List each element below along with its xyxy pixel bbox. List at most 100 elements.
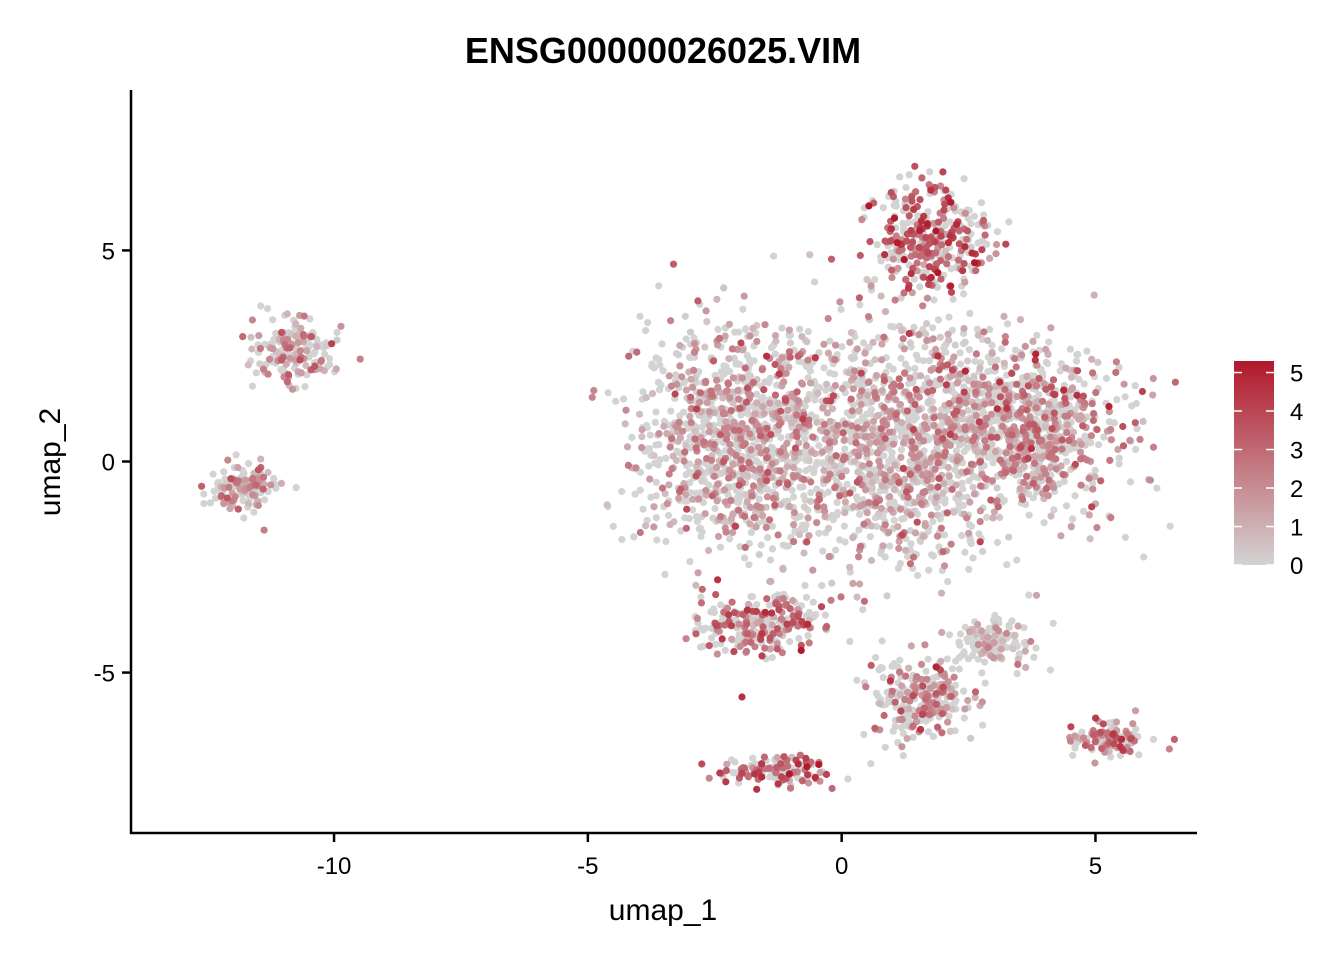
cell-point <box>730 354 738 362</box>
cell-point <box>694 569 702 577</box>
cell-point <box>813 503 821 511</box>
cell-point <box>934 218 943 226</box>
cell-point <box>905 705 913 713</box>
cell-point <box>1133 425 1141 433</box>
cell-point <box>865 202 873 210</box>
cell-point <box>920 704 928 712</box>
cell-point <box>890 498 898 506</box>
cell-point <box>1030 420 1038 429</box>
cell-point <box>1131 419 1139 427</box>
cell-point <box>976 458 984 466</box>
cell-point <box>722 363 730 371</box>
cell-point <box>1003 561 1011 569</box>
cell-point <box>1044 441 1052 449</box>
cell-point <box>1048 425 1056 433</box>
cell-point <box>705 408 714 416</box>
cell-point <box>872 393 880 401</box>
cell-point <box>948 425 956 433</box>
cell-point <box>759 403 767 411</box>
cell-point <box>1044 492 1052 500</box>
cell-point <box>993 484 1001 492</box>
cell-point <box>676 341 684 350</box>
cell-point <box>1055 480 1063 488</box>
cell-point <box>898 326 906 334</box>
cell-point <box>783 620 791 628</box>
cell-point <box>1050 483 1058 491</box>
cell-point <box>729 528 737 537</box>
cell-point <box>914 356 922 364</box>
cell-point <box>1032 404 1040 412</box>
cell-point <box>969 483 977 491</box>
x-axis-label: umap_1 <box>609 894 717 927</box>
cell-point <box>853 676 861 684</box>
cell-point <box>245 500 253 508</box>
cell-point <box>945 336 953 344</box>
cell-point <box>959 267 967 275</box>
cell-point <box>277 328 286 337</box>
cell-point <box>838 384 847 393</box>
cell-point <box>726 535 734 543</box>
cell-point <box>741 554 749 562</box>
cell-point <box>873 449 882 457</box>
cell-point <box>673 380 681 388</box>
cell-point <box>1032 644 1040 652</box>
cell-point <box>655 282 663 290</box>
cell-point <box>1093 524 1101 532</box>
cell-point <box>940 206 948 214</box>
cell-point <box>662 537 670 546</box>
cell-point <box>993 228 1002 236</box>
cell-point <box>989 654 998 662</box>
cell-point <box>1025 591 1033 599</box>
cell-point <box>980 211 988 219</box>
cell-point <box>915 331 923 339</box>
cell-point <box>863 509 871 517</box>
cell-point <box>639 388 647 396</box>
cell-point <box>1076 448 1085 456</box>
cell-point <box>942 247 950 255</box>
cell-point <box>926 711 934 719</box>
cell-point <box>914 432 923 440</box>
cell-point <box>738 693 746 701</box>
cell-point <box>776 448 785 456</box>
cell-point <box>1005 218 1013 226</box>
cell-point <box>791 444 800 452</box>
cell-point <box>736 543 744 551</box>
cell-point <box>836 536 844 544</box>
cell-point <box>739 441 747 450</box>
cell-point <box>825 439 834 447</box>
cell-point <box>713 650 721 658</box>
cell-point <box>1046 666 1054 674</box>
cell-point <box>975 530 983 538</box>
cell-point <box>625 352 633 360</box>
cell-point <box>979 216 988 225</box>
cell-point <box>990 508 999 516</box>
cell-point <box>832 341 840 349</box>
cell-point <box>697 593 705 601</box>
cell-point <box>604 389 612 397</box>
cell-point <box>665 481 673 489</box>
cell-point <box>879 417 887 425</box>
cell-point <box>723 435 731 443</box>
cell-point <box>1024 454 1032 462</box>
cell-point <box>981 240 989 248</box>
cell-point <box>804 779 813 787</box>
cell-point <box>911 529 920 537</box>
cell-point <box>800 503 809 511</box>
cell-point <box>780 753 788 761</box>
cell-point <box>746 372 755 380</box>
cell-point <box>852 432 861 440</box>
cell-point <box>739 346 747 354</box>
cell-point <box>700 438 708 446</box>
cell-point <box>789 493 798 501</box>
cell-point <box>1075 415 1083 423</box>
legend-tick-label: 1 <box>1290 515 1303 542</box>
cell-point <box>768 621 777 629</box>
cell-point <box>831 356 839 364</box>
cell-point <box>742 325 750 334</box>
cell-point <box>821 513 829 521</box>
cell-point <box>1002 629 1011 638</box>
cell-point <box>745 451 753 459</box>
cell-point <box>777 760 785 768</box>
cell-point <box>836 298 844 306</box>
